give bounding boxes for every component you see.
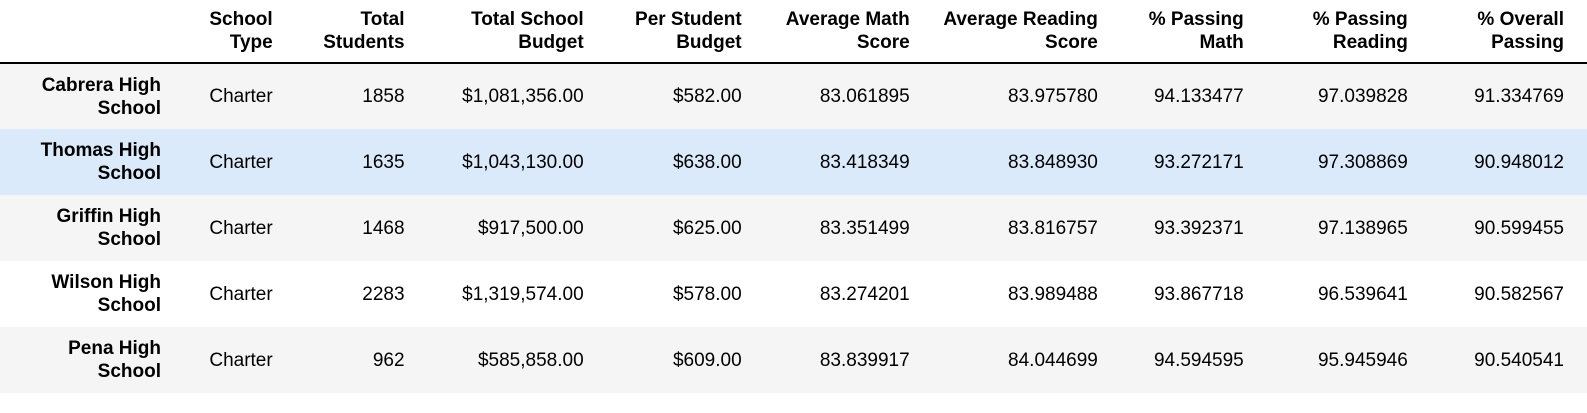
cell-average-math-score: 83.274201: [819, 283, 910, 305]
cell-passing-math: 94.594595: [1153, 349, 1244, 371]
school-name-line: Griffin High: [56, 206, 161, 227]
col-header-school-type: School Type: [161, 0, 273, 64]
cell-passing-reading: 97.039828: [1317, 86, 1408, 107]
school-name-line: School: [97, 295, 161, 316]
header-row: School Type Total Students Total School …: [0, 0, 1587, 64]
cell-passing-math: 93.867718: [1153, 283, 1244, 305]
header-line: Average Math: [785, 9, 910, 30]
school-name: Thomas High School: [0, 129, 161, 195]
table-header: School Type Total Students Total School …: [0, 0, 1587, 64]
col-header-per-student-budget: Per Student Budget: [583, 0, 742, 64]
table-row: Thomas High School Charter 1635 $1,043,1…: [0, 129, 1587, 195]
header-line: School: [209, 9, 273, 30]
cell-overall-passing: 90.582567: [1474, 283, 1564, 305]
cell-passing-math: 94.133477: [1153, 86, 1244, 107]
cell-school-type: Charter: [209, 217, 273, 239]
cell-total-school-budget: $585,858.00: [477, 349, 584, 371]
col-header-average-reading-score: Average Reading Score: [909, 0, 1098, 64]
table-row: Cabrera High School Charter 1858 $1,081,…: [0, 63, 1587, 129]
cell-passing-math: 93.272171: [1153, 151, 1244, 173]
header-line: Students: [323, 32, 405, 53]
header-line: Passing: [1491, 32, 1564, 53]
header-line: % Passing: [1148, 9, 1244, 30]
header-line: Score: [856, 32, 910, 53]
cell-total-students: 2283: [362, 283, 405, 305]
header-line: Total: [360, 9, 405, 30]
table-body: Cabrera High School Charter 1858 $1,081,…: [0, 63, 1587, 393]
school-summary-table: School Type Total Students Total School …: [0, 0, 1587, 393]
cell-passing-reading: 97.308869: [1317, 151, 1408, 173]
school-name: Griffin High School: [0, 195, 161, 261]
cell-overall-passing: 91.334769: [1474, 86, 1564, 107]
cell-average-reading-score: 84.044699: [1008, 349, 1098, 371]
cell-average-reading-score: 83.848930: [1008, 151, 1098, 173]
school-name-line: School: [97, 361, 161, 382]
col-header-total-students: Total Students: [272, 0, 405, 64]
school-name-line: School: [97, 163, 161, 184]
cell-average-math-score: 83.418349: [819, 151, 910, 173]
header-line: Math: [1199, 32, 1244, 53]
cell-per-student-budget: $578.00: [672, 283, 742, 305]
table-row: Griffin High School Charter 1468 $917,50…: [0, 195, 1587, 261]
col-header-passing-reading: % Passing Reading: [1243, 0, 1408, 64]
cell-overall-passing: 90.948012: [1474, 151, 1564, 173]
cell-per-student-budget: $582.00: [672, 86, 742, 107]
header-line: Average Reading: [943, 9, 1098, 30]
school-name: Pena High School: [0, 327, 161, 393]
cell-overall-passing: 90.599455: [1474, 217, 1564, 239]
header-line: Per Student: [635, 9, 742, 30]
school-name-line: School: [97, 229, 161, 250]
cell-average-reading-score: 83.975780: [1008, 86, 1098, 107]
cell-total-students: 1858: [362, 86, 405, 107]
header-line: Budget: [676, 32, 742, 53]
header-line: % Overall: [1477, 9, 1564, 30]
cell-school-type: Charter: [209, 151, 273, 173]
cell-total-school-budget: $1,081,356.00: [462, 86, 584, 107]
cell-per-student-budget: $638.00: [672, 151, 742, 173]
school-name-line: Pena High: [68, 338, 161, 359]
table-row: Pena High School Charter 962 $585,858.00…: [0, 327, 1587, 393]
cell-passing-reading: 96.539641: [1317, 283, 1408, 305]
school-name-line: School: [97, 97, 161, 119]
header-line: Budget: [518, 32, 584, 53]
header-line: Type: [229, 32, 273, 53]
header-line: Score: [1045, 32, 1098, 53]
cell-total-school-budget: $1,043,130.00: [462, 151, 584, 173]
cell-passing-reading: 97.138965: [1317, 217, 1408, 239]
cell-per-student-budget: $609.00: [672, 349, 742, 371]
school-name-line: Cabrera High: [41, 74, 161, 96]
header-line: Total School: [471, 9, 584, 30]
cell-total-students: 962: [372, 349, 405, 371]
cell-school-type: Charter: [209, 349, 273, 371]
school-name: Wilson High School: [0, 261, 161, 327]
table-row: Wilson High School Charter 2283 $1,319,5…: [0, 261, 1587, 327]
cell-average-math-score: 83.061895: [819, 86, 910, 107]
col-header-passing-math: % Passing Math: [1097, 0, 1244, 64]
cell-average-math-score: 83.839917: [819, 349, 910, 371]
header-line: % Passing: [1312, 9, 1408, 30]
cell-total-students: 1468: [362, 217, 405, 239]
cell-average-reading-score: 83.989488: [1008, 283, 1098, 305]
cell-per-student-budget: $625.00: [672, 217, 742, 239]
school-name-line: Wilson High: [51, 272, 161, 293]
cell-total-students: 1635: [362, 151, 405, 173]
cell-passing-math: 93.392371: [1153, 217, 1244, 239]
cell-average-reading-score: 83.816757: [1008, 217, 1098, 239]
col-header-average-math-score: Average Math Score: [741, 0, 910, 64]
school-name-line: Thomas High: [40, 140, 161, 161]
cell-school-type: Charter: [209, 283, 273, 305]
cell-total-school-budget: $917,500.00: [477, 217, 584, 239]
cell-total-school-budget: $1,319,574.00: [462, 283, 584, 305]
cell-school-type: Charter: [209, 86, 273, 107]
cell-passing-reading: 95.945946: [1317, 349, 1408, 371]
index-header: [0, 0, 161, 64]
school-name: Cabrera High School: [0, 63, 161, 129]
col-header-total-school-budget: Total School Budget: [404, 0, 584, 64]
cell-overall-passing: 90.540541: [1474, 349, 1564, 371]
cell-average-math-score: 83.351499: [819, 217, 910, 239]
col-header-overall-passing: % Overall Passing: [1407, 0, 1587, 64]
header-line: Reading: [1332, 32, 1408, 53]
